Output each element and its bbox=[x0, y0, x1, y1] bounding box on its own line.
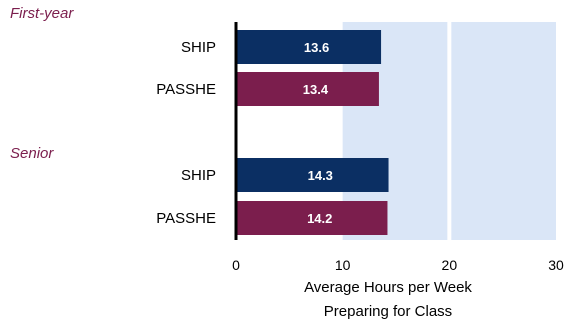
x-axis-title: Average Hours per Week Preparing for Clas… bbox=[304, 279, 472, 320]
x-tick-label: 20 bbox=[442, 257, 458, 273]
x-tick-label: 0 bbox=[232, 257, 240, 273]
category-label: PASSHE bbox=[156, 81, 216, 98]
bar bbox=[236, 201, 388, 235]
x-tick-label: 10 bbox=[335, 257, 351, 273]
category-label: PASSHE bbox=[156, 210, 216, 227]
x-tick-label: 30 bbox=[548, 257, 564, 273]
category-label: SHIP bbox=[181, 39, 216, 56]
bar-value-label: 14.2 bbox=[307, 211, 332, 226]
group-label: First-year bbox=[10, 5, 74, 22]
x-axis-title-line: Preparing for Class bbox=[324, 303, 452, 320]
x-axis-title-line: Average Hours per Week bbox=[304, 279, 472, 296]
bar bbox=[236, 30, 382, 64]
bar bbox=[236, 72, 379, 106]
group-label: Senior bbox=[10, 145, 54, 162]
bar bbox=[236, 158, 389, 192]
bars: 13.6 13.4 14.3 14.2 bbox=[236, 30, 389, 235]
group-labels: First-year Senior bbox=[10, 5, 74, 162]
bar-value-label: 13.4 bbox=[303, 82, 329, 97]
category-label: SHIP bbox=[181, 167, 216, 184]
bar-value-label: 13.6 bbox=[304, 40, 329, 55]
category-labels: SHIP PASSHE SHIP PASSHE bbox=[156, 39, 216, 227]
bar-value-label: 14.3 bbox=[308, 168, 333, 183]
x-tick-labels: 0 10 20 30 bbox=[232, 257, 564, 273]
